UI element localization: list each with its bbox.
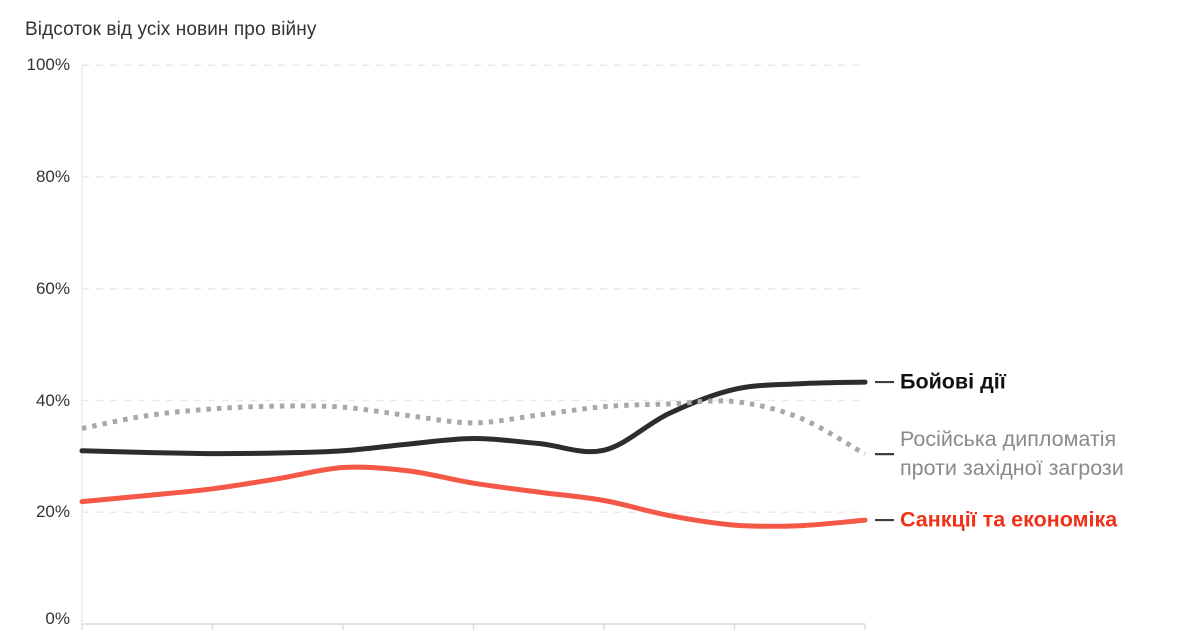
series-label-line: Бойові дії	[900, 369, 1006, 394]
y-axis-label-60: 60%	[35, 278, 70, 298]
series-label-line: Російська дипломатія	[900, 427, 1117, 452]
series-label-russian-diplomacy: Російська дипломатія проти західної загро…	[900, 425, 1124, 483]
y-axis-label-40: 40%	[35, 390, 70, 410]
series-line-russian-diplomacy	[81, 398, 867, 457]
series-label-line: проти західної загрози	[900, 456, 1124, 481]
y-axis-label-80: 80%	[35, 167, 70, 186]
series-label-sanctions-economy: Санкції та економіка	[900, 506, 1117, 535]
chart-title: Відсоток від усіх новин про війну	[25, 19, 317, 40]
series-line-sanctions-economy	[79, 464, 868, 529]
y-axis-label-20: 20%	[35, 502, 70, 522]
y-axis-label-100: 100%	[26, 55, 70, 75]
series-label-combat-actions: Бойові дії	[900, 368, 1006, 397]
series-label-line: Санкції та економіка	[900, 507, 1118, 532]
series-line-combat-actions	[79, 379, 868, 457]
y-axis-label-0: 0%	[45, 609, 70, 628]
